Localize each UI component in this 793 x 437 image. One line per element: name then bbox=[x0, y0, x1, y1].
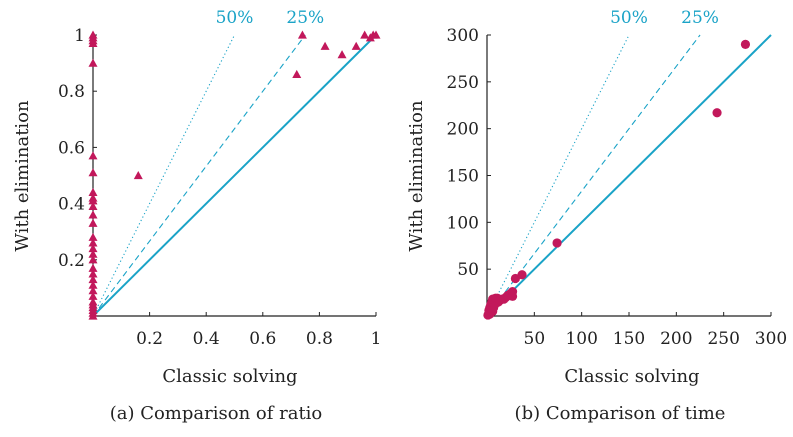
x-axis-title-time: Classic solving bbox=[564, 366, 699, 387]
data-point bbox=[88, 201, 98, 211]
data-point bbox=[133, 171, 143, 180]
reference-line-50pct bbox=[486, 34, 630, 317]
data-point bbox=[297, 30, 307, 39]
x-axis-title-ratio: Classic solving bbox=[162, 366, 297, 387]
data-point bbox=[88, 286, 98, 295]
y-axis-title-ratio: With elimination bbox=[12, 100, 33, 252]
data-point bbox=[88, 232, 98, 241]
ratio-scatter-panel: 25% 50% 0.2 0.4 0.6 0.8 1 0.2 0.4 0.6 0.8 1 Class… bbox=[12, 8, 381, 424]
reference-line-25pct bbox=[92, 34, 306, 317]
data-point bbox=[507, 291, 518, 301]
caption-time: (b) Comparison of time bbox=[515, 403, 726, 424]
data-point bbox=[88, 151, 98, 160]
x-ticks-ratio: 0.2 0.4 0.6 0.8 1 bbox=[136, 312, 381, 349]
data-point bbox=[88, 193, 98, 202]
x-tick-label: 250 bbox=[707, 329, 739, 349]
data-point bbox=[88, 269, 98, 278]
x-tick-label: 200 bbox=[660, 329, 692, 349]
data-point bbox=[88, 238, 98, 247]
data-point bbox=[88, 168, 98, 177]
data-point bbox=[371, 30, 381, 39]
x-tick-label: 300 bbox=[755, 329, 787, 349]
reference-line-25pct bbox=[486, 34, 701, 317]
x-tick-label: 100 bbox=[565, 329, 597, 349]
x-ticks-time: 50 100 150 200 250 300 bbox=[524, 312, 787, 349]
reference-label-25pct: 25% bbox=[681, 8, 719, 28]
data-point bbox=[88, 244, 98, 253]
data-point bbox=[88, 263, 98, 272]
y-tick-label: 300 bbox=[447, 26, 479, 46]
data-point bbox=[88, 210, 98, 219]
x-tick-label: 0.8 bbox=[306, 329, 333, 349]
data-point bbox=[88, 274, 98, 284]
y-axis-title-time: With elimination bbox=[406, 100, 427, 252]
x-tick-label: 0.6 bbox=[249, 329, 276, 349]
data-point bbox=[88, 291, 98, 300]
data-point bbox=[740, 39, 751, 49]
reference-label-50pct: 50% bbox=[216, 8, 254, 28]
reference-lines-ratio: 25% 50% bbox=[92, 8, 377, 317]
reference-label-50pct: 50% bbox=[610, 8, 648, 28]
caption-ratio: (a) Comparison of ratio bbox=[110, 403, 323, 424]
data-point bbox=[552, 238, 562, 248]
x-tick-label: 0.4 bbox=[193, 329, 220, 349]
data-point bbox=[88, 187, 98, 196]
data-point bbox=[88, 218, 98, 227]
data-point bbox=[88, 58, 98, 67]
data-point bbox=[88, 297, 98, 306]
data-point bbox=[712, 108, 722, 118]
data-point bbox=[360, 30, 370, 39]
y-tick-label: 1 bbox=[74, 26, 85, 46]
data-point bbox=[88, 280, 98, 289]
data-point bbox=[351, 41, 361, 50]
y-ticks-ratio: 0.2 0.4 0.6 0.8 1 bbox=[58, 26, 97, 271]
x-tick-label: 50 bbox=[524, 329, 546, 349]
data-point bbox=[292, 69, 302, 78]
data-point bbox=[320, 41, 330, 50]
data-point bbox=[88, 249, 98, 258]
time-scatter-panel: 25% 50% 50 100 150 200 250 300 50 100 150 200 250 3… bbox=[406, 8, 787, 424]
y-tick-label: 0.6 bbox=[58, 138, 85, 158]
y-tick-label: 200 bbox=[447, 120, 479, 140]
y-tick-label: 0.4 bbox=[58, 195, 85, 215]
x-tick-label: 150 bbox=[613, 329, 645, 349]
y-tick-label: 250 bbox=[447, 73, 479, 93]
y-ticks-time: 50 100 150 200 250 300 bbox=[447, 26, 491, 280]
x-tick-label: 1 bbox=[371, 329, 382, 349]
data-point bbox=[88, 255, 98, 264]
reference-line-parity bbox=[486, 34, 772, 317]
y-tick-label: 100 bbox=[447, 213, 479, 233]
reference-lines-time: 25% 50% bbox=[486, 8, 772, 317]
data-point bbox=[337, 50, 347, 59]
reference-line-50pct bbox=[92, 34, 235, 317]
x-tick-label: 0.2 bbox=[136, 329, 163, 349]
y-tick-label: 150 bbox=[447, 167, 479, 187]
data-points-time bbox=[483, 39, 751, 320]
reference-line-parity bbox=[92, 34, 377, 317]
y-tick-label: 50 bbox=[457, 260, 479, 280]
data-point bbox=[88, 30, 98, 39]
data-point bbox=[517, 270, 527, 280]
y-tick-label: 0.8 bbox=[58, 82, 85, 102]
y-tick-label: 0.2 bbox=[58, 251, 85, 271]
reference-label-25pct: 25% bbox=[286, 8, 324, 28]
data-points-ratio bbox=[88, 30, 381, 320]
